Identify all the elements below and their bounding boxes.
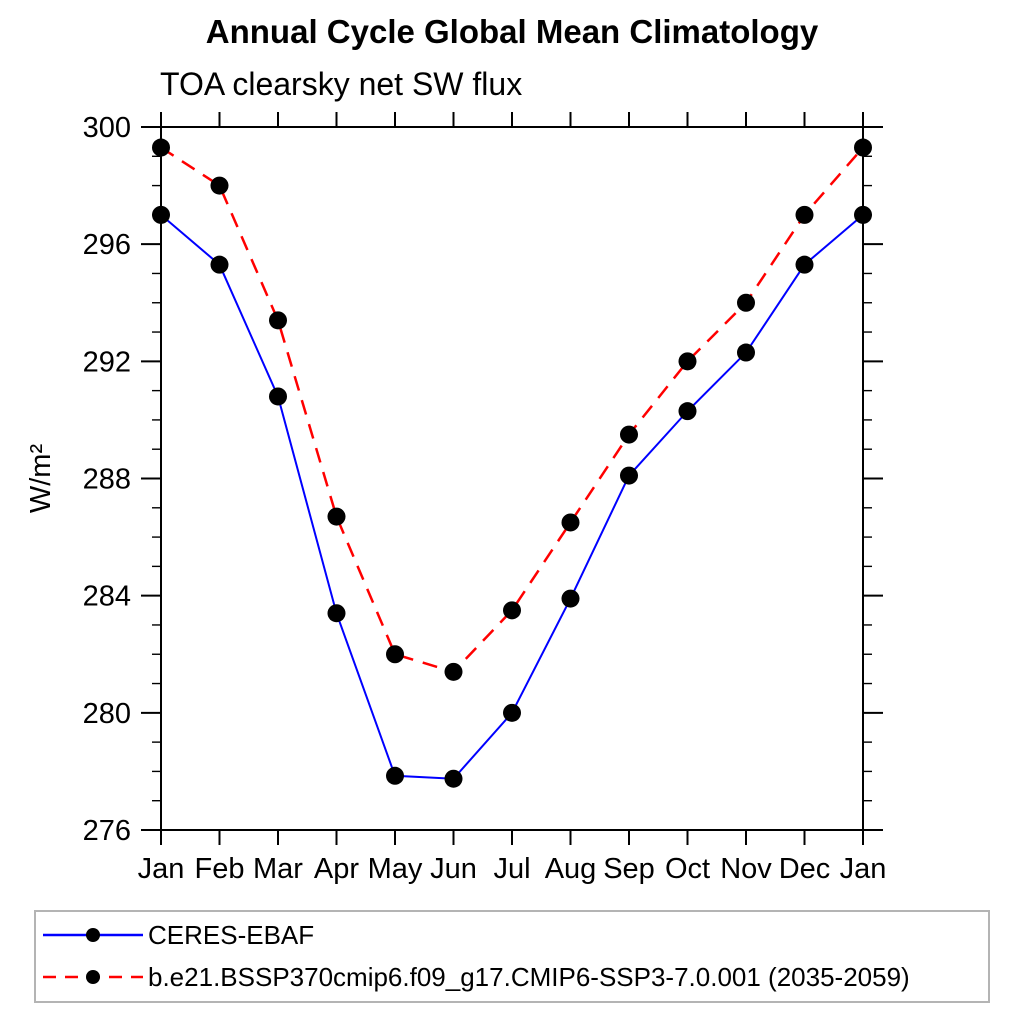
x-tick-label: Jul	[493, 853, 530, 885]
y-tick-label: 288	[83, 464, 131, 496]
data-point-marker	[561, 513, 580, 532]
x-tick-label: Aug	[545, 853, 597, 885]
data-point-marker	[854, 138, 872, 157]
data-point-marker	[678, 352, 697, 371]
x-tick-label: Jan	[840, 853, 887, 885]
y-tick-label: 280	[83, 698, 131, 730]
x-tick-label: May	[368, 853, 423, 885]
legend-swatch	[43, 928, 143, 942]
legend: CERES-EBAF b.e21.BSSP370cmip6.f09_g17.CM…	[34, 910, 990, 1003]
data-point-marker	[152, 205, 170, 224]
data-point-marker	[210, 255, 229, 274]
series-1	[152, 138, 872, 681]
x-tick-label: Jan	[138, 853, 185, 885]
plot-frame	[160, 126, 864, 831]
data-point-marker	[795, 205, 814, 224]
data-point-marker	[269, 311, 287, 330]
series-line	[160, 146, 864, 674]
data-point-marker	[795, 255, 814, 274]
y-tick-label: 276	[83, 815, 131, 847]
data-point-marker	[210, 176, 229, 195]
x-tick-label: Feb	[195, 853, 245, 885]
legend-marker-dot-icon	[86, 928, 100, 942]
x-tick-label: Nov	[720, 853, 772, 885]
legend-label: b.e21.BSSP370cmip6.f09_g17.CMIP6-SSP3-7.…	[148, 961, 910, 992]
data-point-marker	[503, 703, 521, 722]
x-tick-label: Mar	[253, 853, 303, 885]
series-line	[160, 214, 864, 780]
data-point-marker	[327, 507, 346, 526]
data-point-marker	[503, 601, 521, 620]
data-point-marker	[444, 662, 463, 681]
x-tick-label: Apr	[314, 853, 359, 885]
data-point-marker	[152, 138, 170, 157]
legend-item-model: b.e21.BSSP370cmip6.f09_g17.CMIP6-SSP3-7.…	[41, 960, 910, 994]
data-point-marker	[561, 589, 580, 608]
y-axis: 276 280 284 288 292 296 300	[83, 112, 883, 847]
y-tick-label: 300	[83, 112, 131, 144]
chart-title: Annual Cycle Global Mean Climatology	[205, 13, 819, 50]
y-axis-title: W/m²	[25, 444, 57, 514]
y-tick-label: 292	[83, 346, 131, 378]
data-point-marker	[386, 645, 404, 664]
x-axis: Jan Feb Mar Apr May Jun Jul Aug Sep Oct Nov Dec Jan	[138, 112, 887, 885]
legend-item-ceres-ebaf: CERES-EBAF	[41, 918, 314, 952]
x-tick-label: Sep	[603, 853, 655, 885]
data-point-marker	[386, 766, 404, 785]
series-0	[152, 205, 872, 788]
plot-svg: Jan Feb Mar Apr May Jun Jul Aug Sep Oct Nov Dec Jan2…	[25, 112, 887, 885]
data-point-marker	[854, 205, 872, 224]
legend-marker-dot-icon	[86, 970, 100, 984]
data-point-marker	[737, 293, 755, 312]
x-tick-label: Dec	[779, 853, 831, 885]
legend-label: CERES-EBAF	[148, 919, 315, 950]
x-tick-label: Jun	[430, 853, 477, 885]
data-point-marker	[737, 343, 755, 362]
y-tick-label: 296	[83, 229, 131, 261]
chart-subtitle: TOA clearsky net SW flux	[160, 66, 523, 102]
data-point-marker	[620, 466, 638, 485]
x-tick-label: Oct	[665, 853, 710, 885]
legend-swatch	[43, 970, 143, 984]
data-point-marker	[444, 769, 463, 788]
data-point-marker	[678, 402, 697, 421]
y-tick-label: 284	[83, 581, 131, 613]
data-point-marker	[620, 425, 638, 444]
data-point-marker	[327, 604, 346, 623]
data-point-marker	[269, 387, 287, 406]
